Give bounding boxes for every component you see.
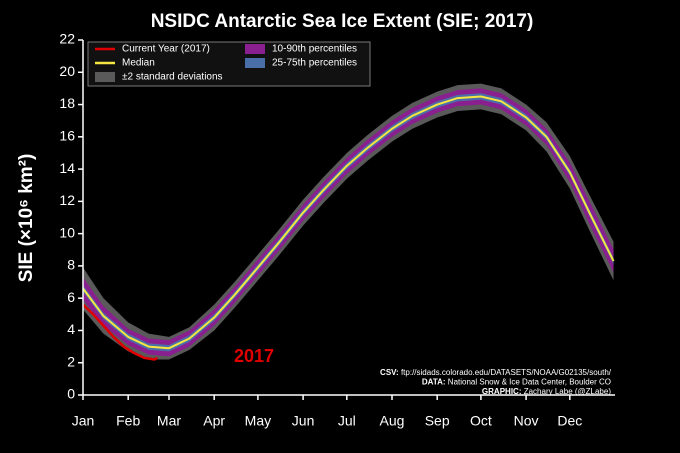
legend-label: 25-75th percentiles	[272, 58, 357, 69]
legend-swatch	[245, 44, 265, 54]
y-tick-label: 16	[59, 128, 75, 144]
credit-label: CSV:	[380, 368, 399, 377]
y-tick-label: 14	[59, 160, 75, 176]
legend-label: 10-90th percentiles	[272, 44, 357, 55]
y-tick-label: 12	[59, 192, 75, 208]
legend-label: Median	[122, 58, 155, 69]
legend-swatch	[95, 72, 115, 82]
credit-text: ftp://sidads.colorado.edu/DATASETS/NOAA/…	[401, 368, 612, 377]
x-tick-label: Aug	[380, 413, 405, 429]
legend-label: Current Year (2017)	[122, 44, 210, 55]
legend-box	[87, 41, 371, 87]
y-tick-label: 22	[59, 31, 75, 47]
x-tick-label: Oct	[470, 413, 492, 429]
credit-text: Zachary Labe (@ZLabe)	[524, 387, 612, 396]
line	[82, 303, 158, 361]
y-tick-label: 4	[67, 321, 75, 337]
x-tick-label: Dec	[557, 413, 582, 429]
x-tick-label: Jun	[292, 413, 315, 429]
legend-label: ±2 standard deviations	[122, 72, 223, 83]
y-tick-label: 8	[67, 257, 75, 273]
credit-text: National Snow & Ice Data Center, Boulder…	[448, 378, 611, 387]
band	[83, 88, 614, 357]
y-tick-label: 0	[67, 386, 75, 402]
y-tick-label: 6	[67, 289, 75, 305]
y-tick-label: 10	[59, 224, 75, 240]
x-tick-label: Apr	[203, 413, 225, 429]
x-tick-label: Mar	[157, 413, 181, 429]
x-tick-label: Jul	[338, 413, 356, 429]
x-tick-label: Feb	[116, 413, 140, 429]
x-tick-label: Jan	[72, 413, 95, 429]
credit-line: DATA: National Snow & Ice Data Center, B…	[422, 378, 611, 387]
x-tick-label: Nov	[514, 413, 539, 429]
y-axis-label: SIE (×10⁶ km²)	[16, 154, 37, 283]
credit-label: GRAPHIC:	[482, 387, 522, 396]
y-tick-label: 2	[67, 353, 75, 369]
line	[82, 95, 615, 350]
band	[83, 83, 614, 360]
x-tick-label: May	[245, 413, 271, 429]
x-tick-label: Sep	[425, 413, 450, 429]
annotation: 2017	[234, 346, 274, 366]
y-tick-label: 18	[59, 95, 75, 111]
chart-title: NSIDC Antarctic Sea Ice Extent (SIE; 201…	[151, 11, 534, 32]
credit-label: DATA:	[422, 378, 446, 387]
credit-line: GRAPHIC: Zachary Labe (@ZLabe)	[482, 387, 611, 396]
credit-line: CSV: ftp://sidads.colorado.edu/DATASETS/…	[380, 368, 612, 377]
legend-swatch	[245, 58, 265, 68]
y-tick-label: 20	[59, 63, 75, 79]
